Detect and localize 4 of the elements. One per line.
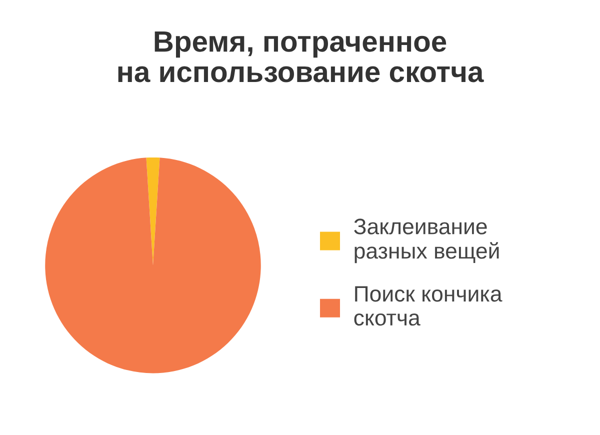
pie-slice [45,158,261,374]
chart-title: Время, потраченное на использование скотча [118,32,484,82]
legend-label: Поиск кончика скотча [354,286,502,326]
legend-label: Заклеивание разных вещей [354,218,499,264]
